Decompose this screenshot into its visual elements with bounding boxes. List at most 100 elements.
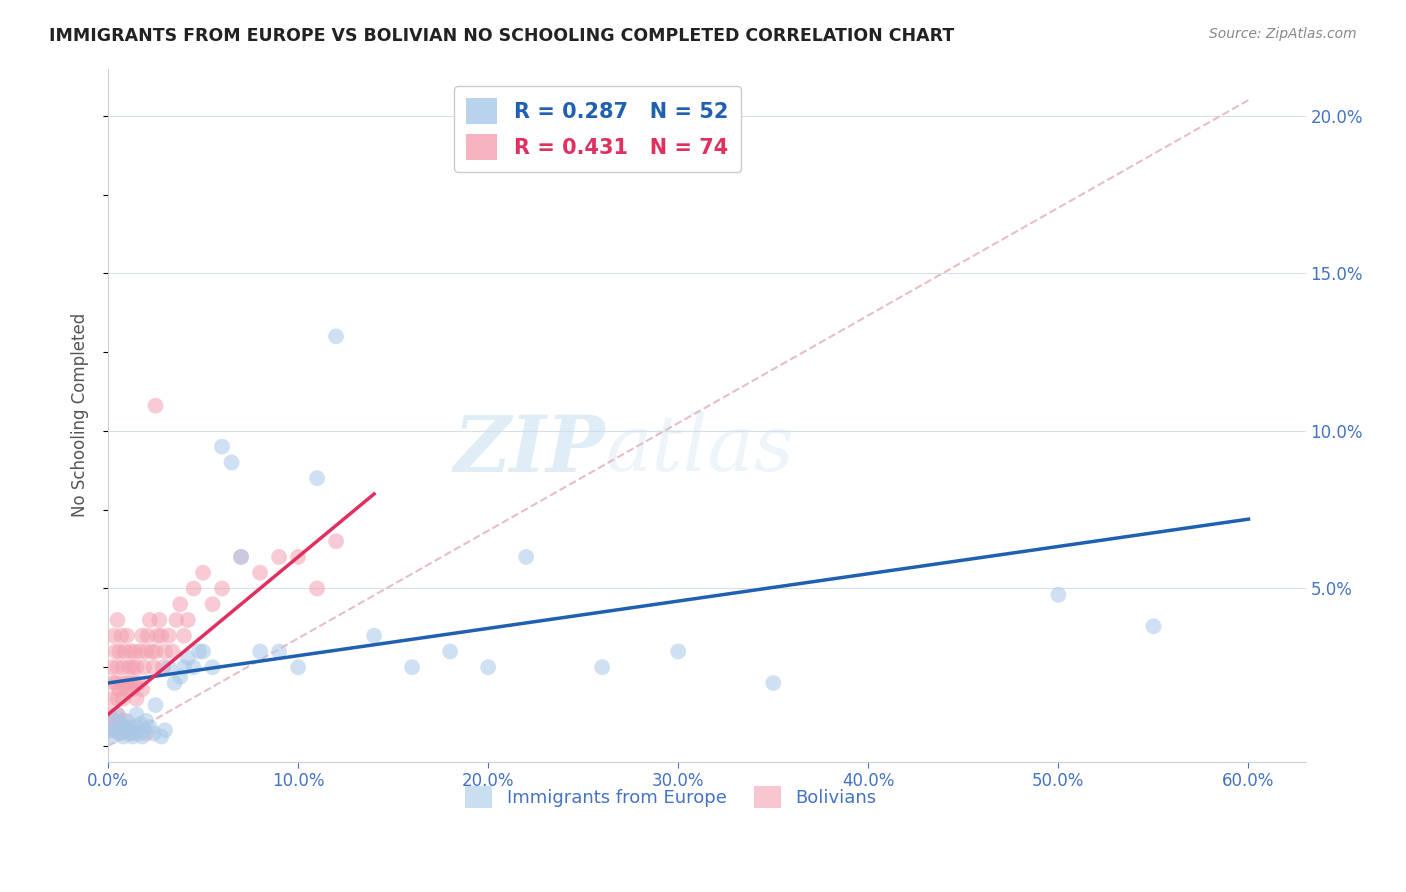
Point [201, 660, 224, 674]
Point [107, 707, 129, 722]
Text: atlas: atlas [605, 411, 794, 488]
Point [267, 644, 290, 658]
Point [591, 660, 613, 674]
Point [107, 613, 129, 627]
Point [124, 676, 146, 690]
Point [150, 629, 173, 643]
Point [135, 714, 157, 728]
Point [98, 707, 121, 722]
Point [103, 714, 125, 728]
Point [221, 455, 243, 469]
Point [110, 720, 132, 734]
Point [191, 566, 214, 580]
Point [125, 660, 148, 674]
Point [112, 691, 135, 706]
Text: IMMIGRANTS FROM EUROPE VS BOLIVIAN NO SCHOOLING COMPLETED CORRELATION CHART: IMMIGRANTS FROM EUROPE VS BOLIVIAN NO SC… [49, 27, 955, 45]
Point [125, 707, 148, 722]
Point [101, 730, 124, 744]
Point [145, 399, 167, 413]
Point [762, 676, 785, 690]
Point [132, 660, 155, 674]
Point [118, 682, 141, 697]
Point [115, 629, 138, 643]
Point [165, 613, 187, 627]
Point [211, 440, 233, 454]
Point [325, 534, 347, 549]
Point [110, 676, 132, 690]
Point [153, 644, 176, 658]
Text: Source: ZipAtlas.com: Source: ZipAtlas.com [1209, 27, 1357, 41]
Point [150, 730, 173, 744]
Point [98, 723, 121, 738]
Point [125, 691, 148, 706]
Point [249, 644, 271, 658]
Point [108, 644, 131, 658]
Legend: Immigrants from Europe, Bolivians: Immigrants from Europe, Bolivians [458, 779, 883, 815]
Point [148, 613, 170, 627]
Point [169, 597, 191, 611]
Point [267, 549, 290, 564]
Point [145, 644, 167, 658]
Point [108, 682, 131, 697]
Point [115, 723, 138, 738]
Point [131, 629, 153, 643]
Point [120, 726, 142, 740]
Point [515, 549, 537, 564]
Point [188, 644, 211, 658]
Point [114, 644, 136, 658]
Point [131, 682, 153, 697]
Point [103, 629, 125, 643]
Point [401, 660, 423, 674]
Point [173, 629, 195, 643]
Point [183, 660, 205, 674]
Point [139, 613, 162, 627]
Point [108, 726, 131, 740]
Point [1142, 619, 1164, 633]
Point [135, 726, 157, 740]
Point [139, 720, 162, 734]
Point [177, 650, 200, 665]
Point [169, 670, 191, 684]
Point [201, 597, 224, 611]
Point [129, 644, 152, 658]
Point [112, 714, 135, 728]
Point [104, 723, 127, 738]
Point [152, 660, 174, 674]
Point [146, 629, 169, 643]
Point [136, 629, 159, 643]
Point [127, 726, 149, 740]
Point [163, 676, 186, 690]
Point [307, 471, 329, 485]
Point [125, 720, 148, 734]
Point [249, 566, 271, 580]
Point [363, 629, 385, 643]
Point [124, 644, 146, 658]
Point [107, 660, 129, 674]
Point [104, 644, 127, 658]
Point [173, 660, 195, 674]
Point [129, 717, 152, 731]
Point [1047, 588, 1070, 602]
Point [101, 691, 124, 706]
Point [145, 698, 167, 712]
Point [142, 660, 165, 674]
Point [229, 549, 252, 564]
Point [177, 613, 200, 627]
Point [115, 714, 138, 728]
Point [104, 720, 127, 734]
Point [666, 644, 689, 658]
Point [157, 660, 180, 674]
Point [112, 660, 135, 674]
Point [118, 660, 141, 674]
Point [114, 720, 136, 734]
Point [107, 707, 129, 722]
Point [114, 682, 136, 697]
Point [120, 676, 142, 690]
Point [115, 676, 138, 690]
Point [107, 691, 129, 706]
Point [287, 660, 309, 674]
Point [307, 582, 329, 596]
Point [101, 723, 124, 738]
Point [101, 660, 124, 674]
Point [131, 730, 153, 744]
